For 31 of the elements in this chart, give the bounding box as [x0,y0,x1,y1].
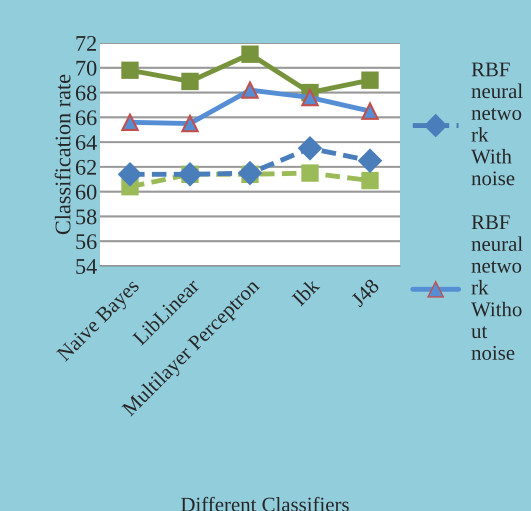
y-tick-label: 56 [76,234,97,250]
legend-label: RBF neural network With noise [471,62,523,186]
point [181,114,199,132]
point [118,162,142,186]
point [241,45,259,63]
point [181,72,199,90]
point [361,172,379,190]
point [361,102,379,120]
y-tick-label: 70 [76,60,96,76]
y-tick-label: 66 [76,110,97,126]
y-tick-label: 58 [76,209,96,224]
x-tick-label: J48 [350,278,380,308]
point [121,62,139,79]
x-tick-label: Ibk [290,277,320,307]
y-tick-label: 54 [76,259,97,274]
y-tick-label: 68 [76,85,96,100]
y-tick-label: 72 [76,36,96,51]
y-tick-label: 60 [76,184,96,200]
y-tick-label: 62 [76,160,96,175]
point [178,162,202,186]
point [361,71,379,89]
point [301,88,319,106]
point [301,164,319,182]
point [241,81,259,99]
point [358,148,382,173]
point [121,114,139,131]
point [238,161,262,185]
y-axis-title: Classification rate [54,74,70,234]
y-tick-label: 64 [76,135,97,150]
point [298,136,322,160]
legend-label: RBF neural network Without noise [471,215,523,360]
